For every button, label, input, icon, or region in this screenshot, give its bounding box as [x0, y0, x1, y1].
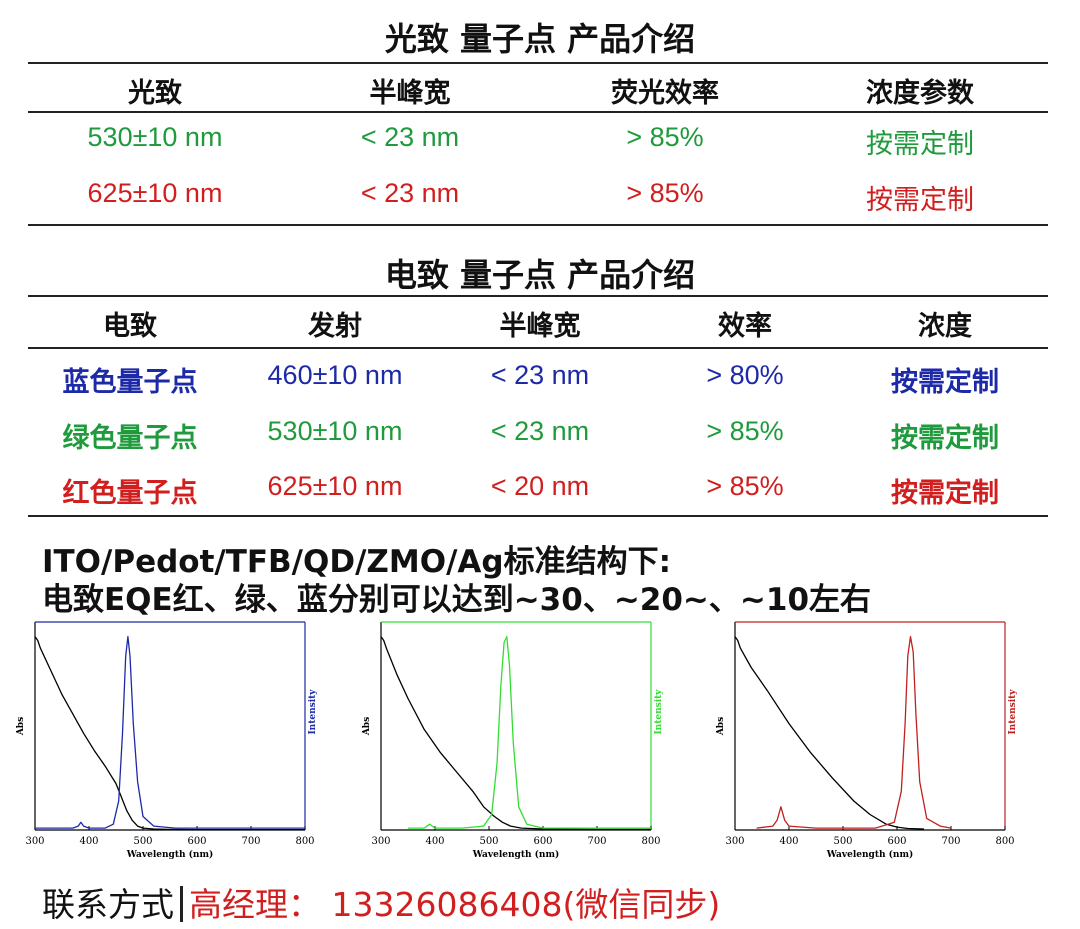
- x-tick-label: 300: [25, 836, 44, 847]
- emission-curve: [756, 635, 952, 829]
- y-axis-label-abs: Abs: [716, 717, 726, 736]
- el-header-concentration: 浓度: [918, 311, 972, 342]
- x-tick-label: 800: [995, 836, 1014, 847]
- el-header-type: 电致: [103, 311, 157, 342]
- pl-row2-efficiency: > 85%: [626, 178, 704, 208]
- pl-header-type: 光致: [128, 78, 182, 109]
- x-tick-label: 400: [425, 836, 444, 847]
- contact-line: 联系方式 高经理： 13326086408(微信同步): [42, 878, 720, 926]
- y-axis-label-intensity: Intensity: [308, 689, 318, 735]
- y-axis-label-intensity: Intensity: [1008, 689, 1018, 735]
- el-table-bottom-rule: [28, 515, 1048, 517]
- el-row3-concentration: 按需定制: [891, 478, 999, 508]
- absorbance-curve: [34, 636, 305, 831]
- el-row1-concentration: 按需定制: [891, 367, 999, 397]
- el-row1-name: 蓝色量子点: [62, 367, 198, 397]
- el-table-header-rule: [28, 347, 1048, 349]
- pl-header-concentration: 浓度参数: [866, 78, 974, 109]
- x-tick-label: 700: [941, 836, 960, 847]
- spectrum-chart-green: 300 400 500 600 700 800 Wavelength (nm) Abs Inte…: [362, 621, 664, 860]
- el-row2-concentration: 按需定制: [891, 423, 999, 453]
- pl-row1-wavelength: 530±10 nm: [87, 122, 223, 152]
- pl-row2-fwhm: < 23 nm: [360, 178, 460, 208]
- el-row1-emission: 460±10 nm: [267, 360, 403, 390]
- pl-table-header-rule: [28, 111, 1048, 113]
- pl-row2-concentration: 按需定制: [866, 185, 974, 215]
- el-row1-efficiency: > 80%: [706, 360, 784, 390]
- el-table-top-rule: [28, 295, 1048, 297]
- y-axis-label-abs: Abs: [16, 717, 26, 736]
- x-tick-label: 500: [833, 836, 852, 847]
- emission-curve: [35, 635, 305, 829]
- contact-person: 高经理：: [189, 885, 321, 924]
- x-axis-label: Wavelength (nm): [126, 849, 214, 860]
- y-axis-label-intensity: Intensity: [654, 689, 664, 735]
- pl-header-efficiency: 荧光效率: [611, 78, 719, 109]
- x-axis-label: Wavelength (nm): [472, 849, 560, 860]
- pl-header-fwhm: 半峰宽: [369, 78, 451, 109]
- pl-row1-efficiency: > 85%: [626, 122, 704, 152]
- y-axis-label-abs: Abs: [362, 717, 372, 736]
- el-header-fwhm: 半峰宽: [499, 311, 581, 342]
- x-tick-label: 300: [371, 836, 390, 847]
- x-axis-label: Wavelength (nm): [826, 849, 914, 860]
- el-table-title: 电致 量子点 产品介绍: [384, 256, 696, 294]
- contact-wechat-note: (微信同步): [562, 885, 721, 924]
- pl-table-top-rule: [28, 62, 1048, 64]
- x-tick-label: 600: [887, 836, 906, 847]
- x-tick-label: 300: [725, 836, 744, 847]
- x-tick-label: 600: [533, 836, 552, 847]
- absorbance-curve: [380, 636, 651, 831]
- x-tick-label: 800: [295, 836, 314, 847]
- x-tick-label: 400: [79, 836, 98, 847]
- x-tick-label: 500: [479, 836, 498, 847]
- eqe-note-line2: 电致EQE红、绿、蓝分别可以达到~30、~20~、~10左右: [42, 582, 872, 618]
- eqe-note-line1: ITO/Pedot/TFB/QD/ZMO/Ag标准结构下:: [42, 544, 671, 580]
- el-row2-efficiency: > 85%: [706, 416, 784, 446]
- pl-table-title: 光致 量子点 产品介绍: [384, 20, 696, 58]
- pl-table-bottom-rule: [28, 224, 1048, 226]
- spectrum-chart-blue: 300 400 500 600 700 800 Wavelength (nm) Abs Inte…: [16, 621, 318, 860]
- x-tick-label: 600: [187, 836, 206, 847]
- el-row1-fwhm: < 23 nm: [490, 360, 590, 390]
- x-tick-label: 700: [587, 836, 606, 847]
- spectrum-chart-red: 300 400 500 600 700 800 Wavelength (nm) Abs Inte…: [716, 621, 1018, 860]
- contact-label: 联系方式: [42, 885, 174, 924]
- el-row3-name: 红色量子点: [62, 478, 198, 508]
- el-row2-emission: 530±10 nm: [267, 416, 403, 446]
- pl-row1-concentration: 按需定制: [866, 129, 974, 159]
- contact-separator: [180, 886, 183, 922]
- pl-row1-fwhm: < 23 nm: [360, 122, 460, 152]
- el-row3-fwhm: < 20 nm: [490, 471, 590, 501]
- emission-curve: [408, 635, 651, 829]
- x-tick-label: 700: [241, 836, 260, 847]
- el-row2-fwhm: < 23 nm: [490, 416, 590, 446]
- el-header-emission: 发射: [308, 311, 362, 342]
- el-row2-name: 绿色量子点: [62, 423, 198, 453]
- absorbance-curve: [734, 636, 925, 830]
- el-row3-efficiency: > 85%: [706, 471, 784, 501]
- pl-row2-wavelength: 625±10 nm: [87, 178, 223, 208]
- x-tick-label: 400: [779, 836, 798, 847]
- el-header-efficiency: 效率: [718, 311, 772, 342]
- contact-phone[interactable]: 13326086408: [331, 885, 563, 924]
- x-tick-label: 500: [133, 836, 152, 847]
- x-tick-label: 800: [641, 836, 660, 847]
- el-row3-emission: 625±10 nm: [267, 471, 403, 501]
